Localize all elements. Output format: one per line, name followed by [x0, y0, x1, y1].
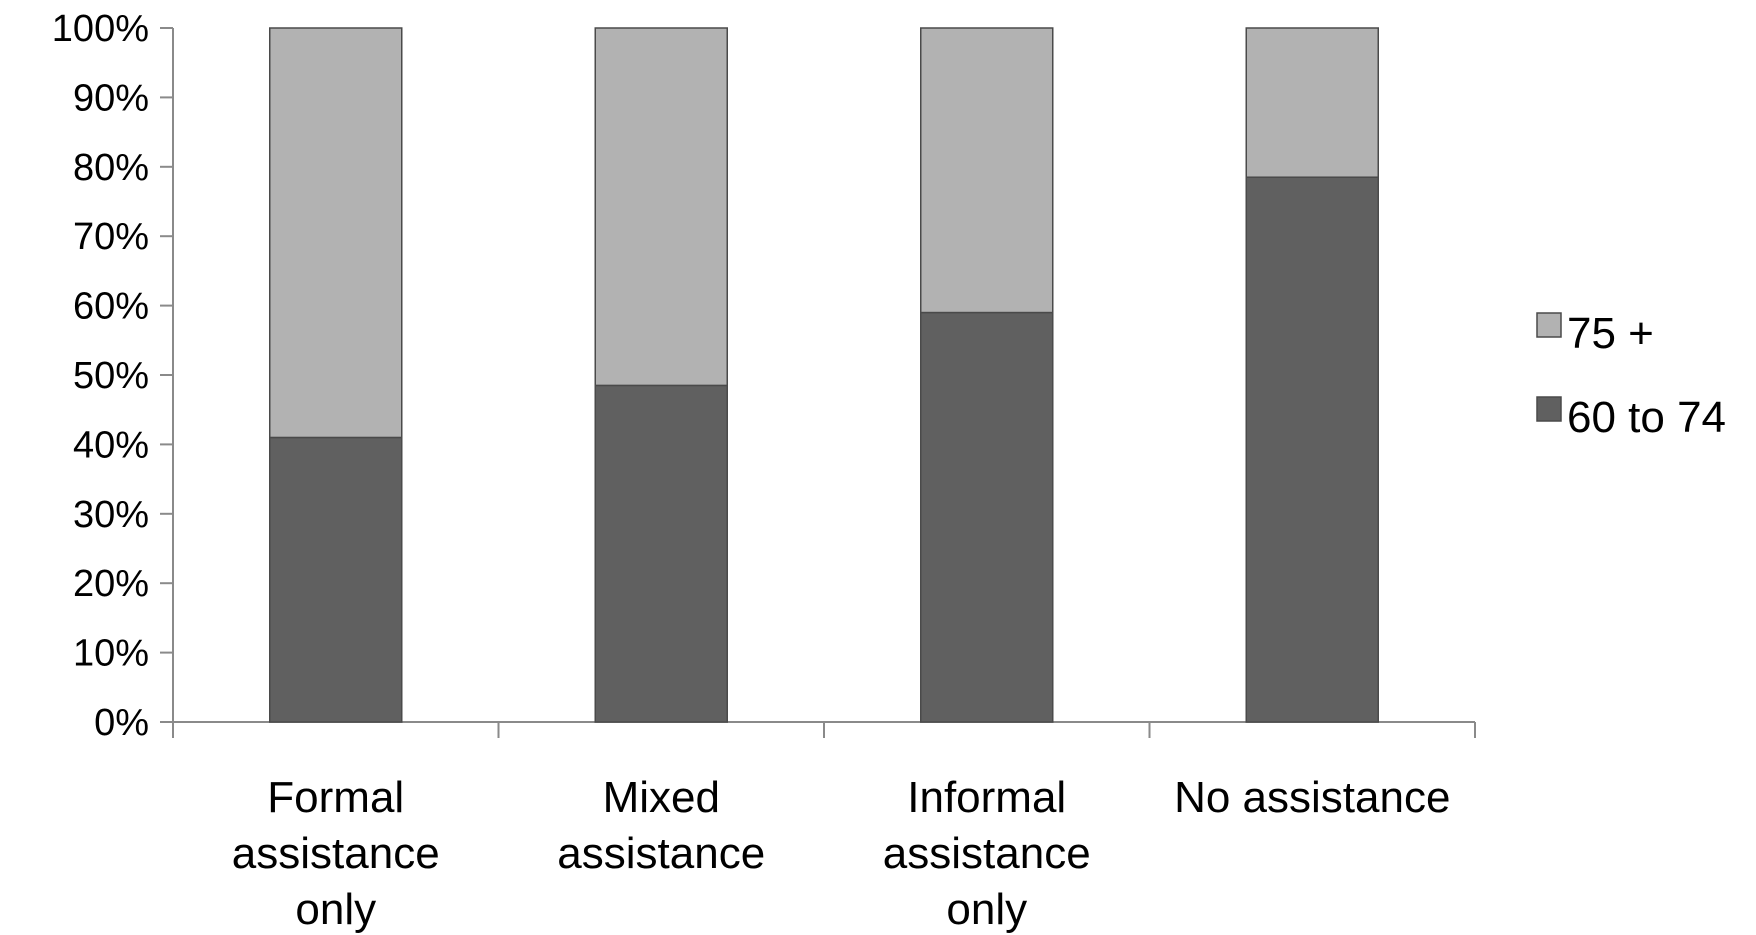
legend-swatch: [1536, 396, 1562, 422]
y-tick-label: 70%: [73, 216, 149, 258]
bar-segment-60-to-74: [920, 311, 1054, 723]
x-category-label-line: only: [946, 885, 1027, 934]
x-category-label: No assistance: [1174, 773, 1450, 822]
y-tick-label: 50%: [73, 355, 149, 397]
y-tick-label: 80%: [73, 147, 149, 189]
x-category-label: Mixed assistance: [557, 773, 765, 878]
y-tick-label: 100%: [52, 8, 149, 50]
y-tick-label: 0%: [94, 702, 149, 744]
bar-segment-75-: [594, 27, 728, 387]
legend-swatch: [1536, 312, 1562, 338]
plot-area: 0% 10% 20% 30% 40% 50% 60% 70% 80% 90% 100% Formal a…: [52, 8, 1476, 934]
bar-segment-75-: [1245, 27, 1379, 178]
bar-segment-60-to-74: [269, 436, 403, 723]
x-category-label-line: assistance: [232, 829, 440, 878]
bar-segment-75-: [920, 27, 1054, 314]
bar-segment-75-: [269, 27, 403, 439]
y-tick-label: 20%: [73, 563, 149, 605]
bar-segment-60-to-74: [594, 384, 728, 723]
y-tick-label: 60%: [73, 286, 149, 328]
x-category-label: Formal assistance only: [232, 773, 440, 934]
x-category-label-line: No assistance: [1174, 773, 1450, 822]
bar-segment-60-to-74: [1245, 176, 1379, 723]
legend-label: 60 to 74: [1567, 393, 1726, 442]
y-tick-label: 10%: [73, 633, 149, 675]
x-category-label-line: Informal: [907, 773, 1066, 822]
x-category-label-line: assistance: [557, 829, 765, 878]
x-category-label-line: Mixed: [603, 773, 720, 822]
x-category-label-line: only: [295, 885, 376, 934]
y-tick-label: 90%: [73, 77, 149, 119]
y-tick-label: 40%: [73, 424, 149, 466]
x-category-label-line: assistance: [883, 829, 1091, 878]
x-category-label: Informal assistance only: [883, 773, 1091, 934]
legend-label: 75 +: [1567, 309, 1654, 358]
legend: 75 + 60 to 74: [1536, 309, 1726, 442]
x-category-label-line: Formal: [267, 773, 404, 822]
y-tick-label: 30%: [73, 494, 149, 536]
